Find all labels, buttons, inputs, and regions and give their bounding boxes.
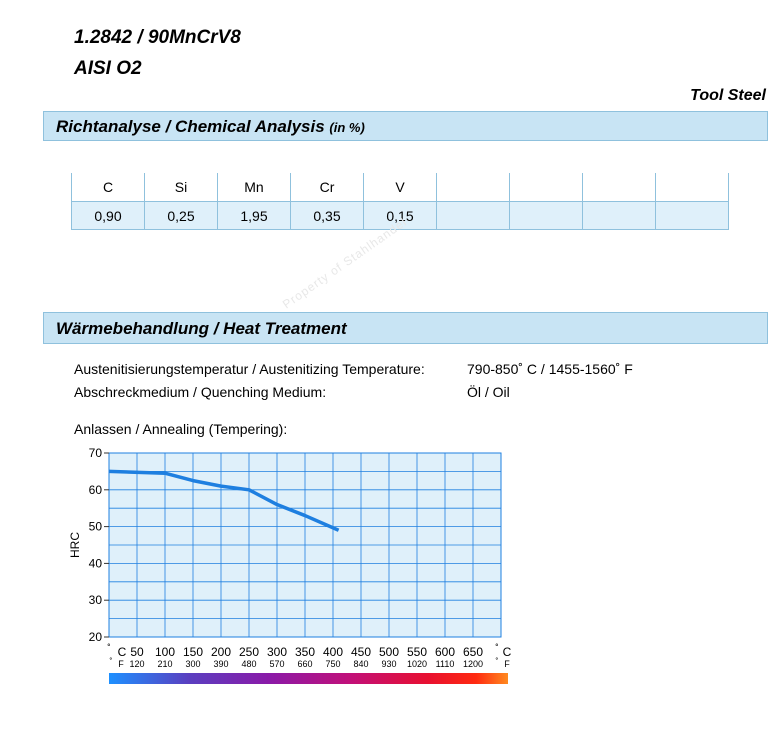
degree-symbol: ˚ bbox=[495, 643, 498, 655]
heat-treatment-header: Wärmebehandlung / Heat Treatment bbox=[43, 312, 768, 344]
chemical-analysis-title: Richtanalyse / Chemical Analysis bbox=[56, 117, 325, 136]
x-tick-label-fahrenheit: 390 bbox=[213, 659, 228, 669]
degree-symbol: ˚ bbox=[107, 643, 110, 655]
x-tick-label-celsius: 400 bbox=[323, 645, 343, 659]
x-tick-label-celsius: 350 bbox=[295, 645, 315, 659]
temperature-color-bar bbox=[109, 673, 508, 684]
y-tick-label: 40 bbox=[89, 556, 103, 570]
x-tick-label-celsius: 450 bbox=[351, 645, 371, 659]
value-cell: 0,35 bbox=[290, 201, 364, 230]
x-tick-label-fahrenheit: 930 bbox=[381, 659, 396, 669]
x-tick-label-celsius: C bbox=[503, 645, 512, 659]
x-tick-label-fahrenheit: 120 bbox=[129, 659, 144, 669]
y-axis-label: HRC bbox=[68, 532, 82, 558]
element-cell: V bbox=[363, 173, 437, 202]
x-tick-label-fahrenheit: 480 bbox=[241, 659, 256, 669]
element-row: C Si Mn Cr V bbox=[71, 173, 729, 202]
value-cell bbox=[509, 201, 583, 230]
x-tick-label-celsius: 600 bbox=[435, 645, 455, 659]
x-tick-label-celsius: 300 bbox=[267, 645, 287, 659]
x-tick-label-fahrenheit: F bbox=[504, 659, 510, 669]
value-cell: 0,90 bbox=[71, 201, 145, 230]
x-tick-label-celsius: 650 bbox=[463, 645, 483, 659]
quenching-value: Öl / Oil bbox=[467, 384, 510, 400]
element-cell: Cr bbox=[290, 173, 364, 202]
heat-treatment-title: Wärmebehandlung / Heat Treatment bbox=[56, 319, 347, 338]
element-cell: Mn bbox=[217, 173, 291, 202]
x-tick-label-fahrenheit: 750 bbox=[325, 659, 340, 669]
chemical-analysis-unit: (in %) bbox=[329, 120, 365, 135]
value-row: 0,90 0,25 1,95 0,35 0,15 bbox=[71, 201, 729, 230]
austenitizing-label: Austenitisierungstemperatur / Austenitiz… bbox=[74, 361, 425, 377]
steel-category: Tool Steel bbox=[690, 87, 766, 104]
x-tick-label-fahrenheit: 1200 bbox=[463, 659, 483, 669]
y-tick-label: 60 bbox=[89, 483, 103, 497]
value-cell bbox=[436, 201, 510, 230]
x-tick-label-celsius: 100 bbox=[155, 645, 175, 659]
chemical-analysis-table: C Si Mn Cr V 0,90 0,25 1,95 0,35 0,15 bbox=[71, 173, 729, 230]
element-cell: C bbox=[71, 173, 145, 202]
chemical-analysis-header: Richtanalyse / Chemical Analysis (in %) bbox=[43, 111, 768, 141]
value-cell bbox=[655, 201, 729, 230]
annealing-label: Anlassen / Annealing (Tempering): bbox=[74, 421, 288, 437]
x-tick-label-fahrenheit: 300 bbox=[185, 659, 200, 669]
x-tick-label-fahrenheit: 570 bbox=[269, 659, 284, 669]
x-tick-label-fahrenheit: F bbox=[118, 659, 124, 669]
y-tick-label: 30 bbox=[89, 593, 103, 607]
element-cell bbox=[582, 173, 656, 202]
value-cell bbox=[582, 201, 656, 230]
x-tick-label-fahrenheit: 660 bbox=[297, 659, 312, 669]
element-cell bbox=[655, 173, 729, 202]
austenitizing-value: 790-850˚ C / 1455-1560˚ F bbox=[467, 361, 633, 377]
y-tick-label: 70 bbox=[89, 446, 103, 460]
value-cell: 1,95 bbox=[217, 201, 291, 230]
value-cell: 0,15 bbox=[363, 201, 437, 230]
x-tick-label-fahrenheit: 840 bbox=[353, 659, 368, 669]
x-tick-label-celsius: 200 bbox=[211, 645, 231, 659]
x-tick-label-fahrenheit: 210 bbox=[157, 659, 172, 669]
x-tick-label-celsius: 500 bbox=[379, 645, 399, 659]
quenching-label: Abschreckmedium / Quenching Medium: bbox=[74, 384, 327, 400]
x-tick-label-celsius: 550 bbox=[407, 645, 427, 659]
y-tick-label: 50 bbox=[89, 520, 103, 534]
aisi-designation: AISI O2 bbox=[74, 58, 142, 79]
hardness-curve bbox=[108, 469, 340, 532]
y-tick-label: 20 bbox=[89, 630, 103, 644]
element-cell bbox=[436, 173, 510, 202]
degree-symbol: ˚ bbox=[496, 657, 499, 667]
x-tick-label-fahrenheit: 1110 bbox=[436, 659, 455, 669]
degree-symbol: ˚ bbox=[110, 657, 113, 667]
x-tick-label-fahrenheit: 1020 bbox=[407, 659, 427, 669]
steel-grade-title: 1.2842 / 90MnCrV8 bbox=[74, 27, 241, 48]
element-cell bbox=[509, 173, 583, 202]
x-tick-label-celsius: 250 bbox=[239, 645, 259, 659]
x-tick-label-celsius: C bbox=[118, 645, 127, 659]
x-tick-label-celsius: 150 bbox=[183, 645, 203, 659]
x-tick-label-celsius: 50 bbox=[130, 645, 144, 659]
value-cell: 0,25 bbox=[144, 201, 218, 230]
